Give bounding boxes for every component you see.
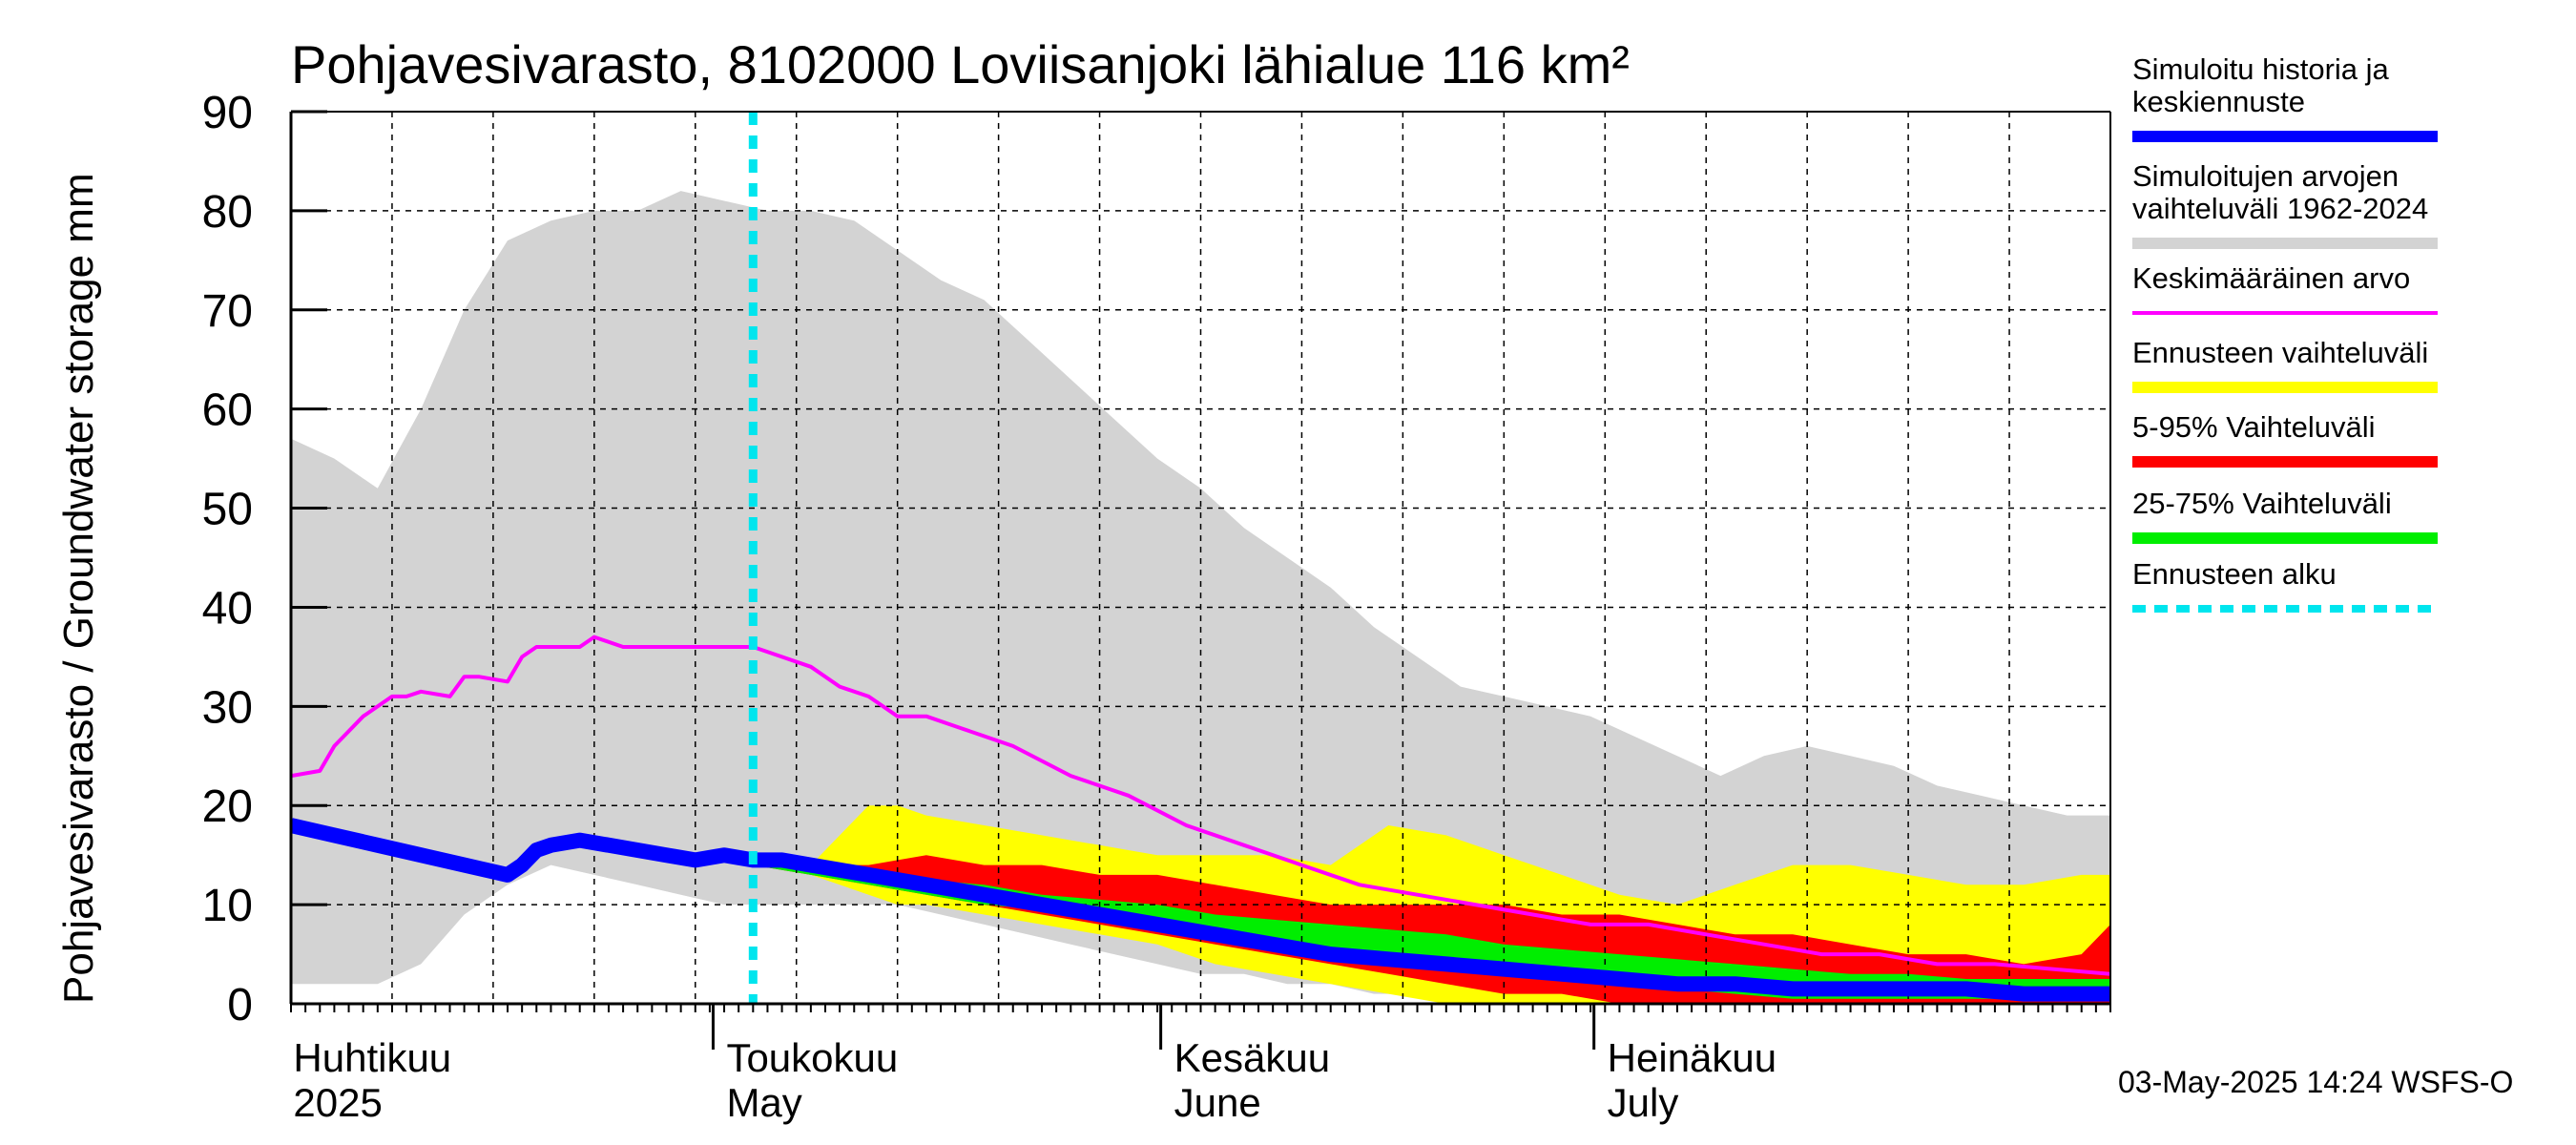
timestamp-footer: 03-May-2025 14:24 WSFS-O: [2118, 1065, 2513, 1099]
chart-title: Pohjavesivarasto, 8102000 Loviisanjoki l…: [291, 34, 1630, 94]
plot-area: [291, 112, 2110, 1004]
month-label-fi: Heinäkuu: [1608, 1035, 1776, 1080]
month-label-en: 2025: [293, 1080, 382, 1125]
month-label-fi: Kesäkuu: [1174, 1035, 1330, 1080]
legend-label-1: Simuloitujen arvojen vaihteluväli 1962-20…: [2132, 159, 2428, 225]
legend-label-6: Ennusteen alku: [2132, 557, 2337, 591]
y-tick-label: 0: [227, 980, 253, 1030]
y-tick-label: 50: [202, 485, 253, 535]
month-label-fi: Toukokuu: [726, 1035, 898, 1080]
legend-label-4: 5-95% Vaihteluväli: [2132, 410, 2375, 444]
legend-label-5: 25-75% Vaihteluväli: [2132, 487, 2392, 520]
y-tick-label: 80: [202, 187, 253, 238]
month-label-fi: Huhtikuu: [293, 1035, 451, 1080]
simulated-median-line: [291, 818, 2110, 1002]
month-label-en: June: [1174, 1080, 1261, 1125]
y-tick-label: 20: [202, 781, 253, 832]
y-tick-label: 10: [202, 881, 253, 931]
legend-label-0: Simuloitu historia ja keskiennuste: [2132, 52, 2390, 118]
month-label-en: July: [1608, 1080, 1679, 1125]
legend-label-3: Ennusteen vaihteluväli: [2132, 336, 2428, 369]
month-label-en: May: [726, 1080, 801, 1125]
legend: Simuloitu historia ja keskiennuste Simuloi…: [2132, 52, 2438, 613]
y-tick-label: 60: [202, 385, 253, 436]
p5-95-band: [753, 855, 2110, 1004]
y-tick-label: 40: [202, 583, 253, 634]
y-axis-label: Pohjavesivarasto / Groundwater storage m…: [55, 173, 102, 1004]
mean-line: [291, 635, 2110, 976]
y-tick-label: 70: [202, 286, 253, 337]
y-tick-label: 90: [202, 88, 253, 138]
legend-label-2: Keskimääräinen arvo: [2132, 261, 2410, 295]
y-tick-label: 30: [202, 682, 253, 733]
